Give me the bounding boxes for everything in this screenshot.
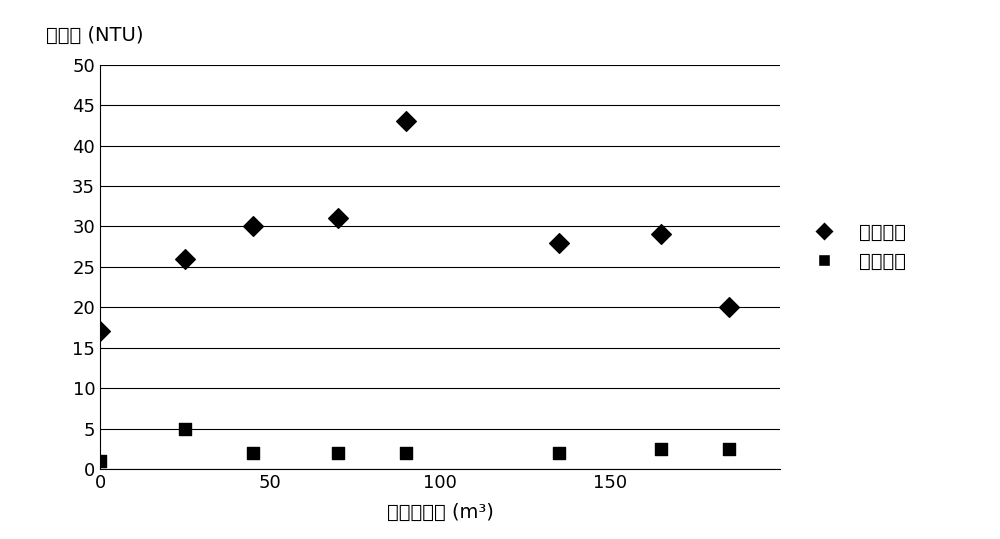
未淨化水 [551, 238, 567, 247]
已處理水 [330, 448, 346, 457]
未淨化水 [177, 254, 193, 263]
已處理水 [653, 444, 669, 453]
已處理水 [721, 444, 737, 453]
未淨化水 [653, 230, 669, 239]
未淨化水 [92, 327, 108, 336]
未淨化水 [721, 303, 737, 312]
已處理水 [398, 448, 414, 457]
X-axis label: 已處理體積 (m³): 已處理體積 (m³) [387, 503, 493, 522]
已處理水 [245, 448, 261, 457]
未淨化水 [398, 117, 414, 126]
已處理水 [177, 424, 193, 433]
Legend: 未淨化水, 已處理水: 未淨化水, 已處理水 [797, 215, 914, 278]
Y-axis label: 混濁度 (NTU): 混濁度 (NTU) [46, 25, 143, 44]
未淨化水 [245, 222, 261, 231]
已處理水 [551, 448, 567, 457]
已處理水 [92, 457, 108, 465]
未淨化水 [330, 214, 346, 223]
